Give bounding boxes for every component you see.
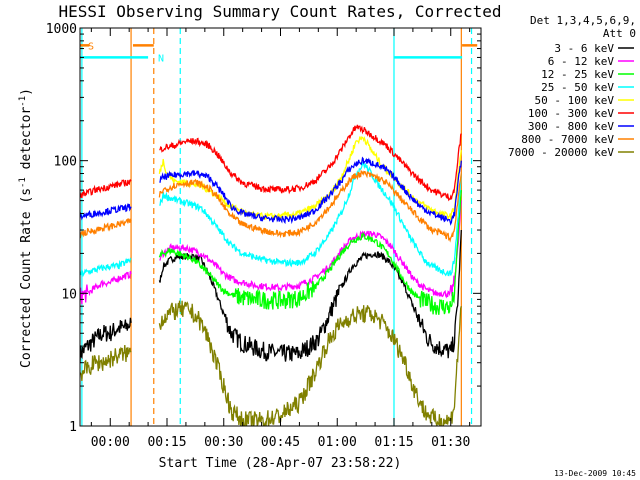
series-1-line-1 <box>80 317 132 364</box>
series-2-line-1 <box>80 270 132 305</box>
flag-n-label: N <box>158 53 164 64</box>
x-tick-label-4: 00:45 <box>261 435 300 450</box>
series-7-line-2 <box>159 156 462 226</box>
series-3-line-1 <box>158 190 462 315</box>
x-tick-label-2: 00:15 <box>147 435 186 450</box>
x-tick-label-7: 01:30 <box>431 435 470 450</box>
legend-header-attenuator: Att 0 <box>603 27 636 40</box>
series-3 <box>158 190 462 315</box>
x-axis-label: Start Time (28-Apr-07 23:58:22) <box>159 456 402 471</box>
series-7-line-1 <box>80 202 132 221</box>
series-9-line-2 <box>158 300 462 426</box>
series-8 <box>80 169 462 243</box>
series-4 <box>80 162 462 278</box>
series-4-line-1 <box>80 257 132 278</box>
timestamp: 13-Dec-2009 10:45 <box>554 469 636 478</box>
x-tick-label-5: 01:00 <box>318 435 357 450</box>
series-lines <box>80 124 462 426</box>
y-tick-label-2: 10 <box>61 287 77 302</box>
legend-entry-7: 300 - 800 keV <box>528 120 614 133</box>
series-6-line-2 <box>159 124 462 202</box>
series-2-line-2 <box>159 200 462 299</box>
series-1-line-2 <box>158 229 462 362</box>
x-tick-label-6: 01:15 <box>374 435 413 450</box>
flag-s-label: S <box>88 41 94 52</box>
series-8-line-2 <box>158 169 462 243</box>
series-6 <box>80 124 462 202</box>
legend-entry-9: 7000 - 20000 keV <box>508 146 614 159</box>
legend-entry-8: 800 - 7000 keV <box>521 133 614 146</box>
series-9 <box>80 300 462 426</box>
legend-entry-4: 25 - 50 keV <box>541 81 614 94</box>
x-tick-label-3: 00:30 <box>204 435 243 450</box>
vertical-markers <box>81 28 473 426</box>
y-axis-label-end: ) <box>19 88 34 96</box>
y-axis-label-main: Corrected Count Rate (s <box>19 188 34 368</box>
legend-entry-6: 100 - 300 keV <box>528 107 614 120</box>
legend-entry-2: 6 - 12 keV <box>548 55 615 68</box>
y-tick-label-4: 1000 <box>46 22 77 37</box>
legend-entry-1: 3 - 6 keV <box>554 42 614 55</box>
y-tick-label-3: 100 <box>54 155 77 170</box>
series-7 <box>80 156 462 226</box>
y-axis-label-sup1: -1 <box>18 177 28 188</box>
series-2 <box>80 200 462 305</box>
series-1 <box>80 229 462 364</box>
observing-flags: SN <box>80 41 478 64</box>
axis-ticks: 00:00 00:15 00:30 00:45 01:00 01:15 01:30 1 10 10… <box>46 22 481 450</box>
series-8-line-1 <box>80 218 132 239</box>
legend-entry-3: 12 - 25 keV <box>541 68 614 81</box>
chart-title: HESSI Observing Summary Count Rates, Cor… <box>58 2 501 21</box>
y-axis-label: Corrected Count Rate (s-1 detector-1) <box>18 88 34 368</box>
series-6-line-1 <box>80 179 132 198</box>
legend-header-detectors: Det 1,3,4,5,6,9, <box>530 14 636 27</box>
series-4-line-2 <box>159 162 462 277</box>
x-tick-label-1: 00:00 <box>91 435 130 450</box>
y-tick-label-1: 1 <box>69 420 77 435</box>
legend-entry-5: 50 - 100 keV <box>535 94 615 107</box>
plot-frame <box>79 27 482 427</box>
series-9-line-1 <box>80 345 132 381</box>
y-axis-label-mid: detector <box>19 107 34 178</box>
y-axis-label-sup2: -1 <box>18 96 28 107</box>
